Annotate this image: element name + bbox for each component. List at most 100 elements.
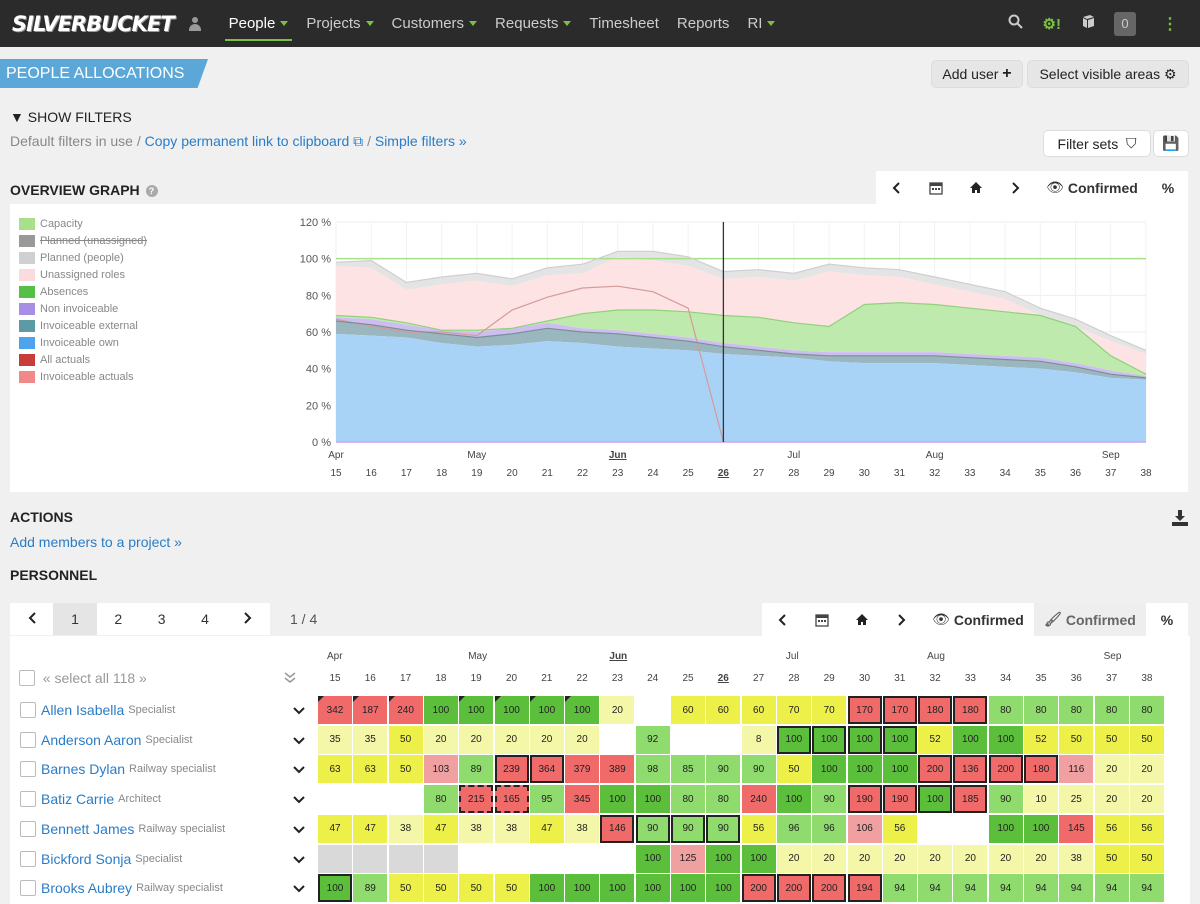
allocation-cell[interactable]: 20	[776, 844, 811, 873]
page-3-button[interactable]: 3	[157, 611, 166, 627]
allocation-cell[interactable]	[671, 726, 705, 754]
allocation-cell[interactable]: 20	[918, 844, 953, 873]
allocation-cell[interactable]: 94	[1024, 874, 1058, 903]
allocation-cell[interactable]: 180	[1024, 755, 1058, 784]
allocation-cell[interactable]: 96	[776, 814, 811, 843]
allocation-cell[interactable]: 80	[988, 696, 1023, 724]
nav-item-customers[interactable]: Customers	[383, 0, 487, 47]
allocation-cell[interactable]: 20	[1024, 844, 1058, 873]
allocation-cell[interactable]: 215	[459, 785, 494, 814]
allocation-cell[interactable]: 38	[494, 814, 529, 843]
allocation-cell[interactable]: 94	[953, 874, 988, 903]
allocation-cell[interactable]: 100	[812, 755, 847, 784]
allocation-cell[interactable]	[318, 844, 352, 873]
allocation-cell[interactable]: 187	[353, 696, 388, 724]
allocation-cell[interactable]: 200	[812, 874, 847, 903]
more-icon[interactable]: ⋮	[1162, 15, 1178, 33]
allocation-cell[interactable]: 95	[529, 785, 564, 814]
allocation-cell[interactable]: 20	[494, 725, 529, 754]
allocation-cell[interactable]: 20	[565, 725, 600, 754]
allocation-cell[interactable]: 35	[353, 725, 388, 754]
home-icon[interactable]	[956, 181, 996, 194]
allocation-cell[interactable]	[388, 844, 423, 873]
allocation-cell[interactable]: 100	[918, 785, 953, 814]
select-all-checkbox[interactable]	[19, 670, 35, 686]
allocation-cell[interactable]: 170	[847, 696, 882, 724]
allocation-cell[interactable]: 100	[776, 725, 811, 754]
allocation-cell[interactable]: 94	[918, 874, 953, 903]
allocation-cell[interactable]: 80	[1059, 696, 1094, 724]
allocation-cell[interactable]: 56	[1094, 814, 1129, 843]
allocation-cell[interactable]: 342	[318, 696, 352, 724]
calendar-icon[interactable]	[916, 181, 956, 195]
allocation-cell[interactable]: 379	[565, 755, 600, 784]
allocation-cell[interactable]: 100	[459, 696, 494, 724]
allocation-cell[interactable]: 345	[565, 785, 600, 814]
allocation-cell[interactable]: 239	[494, 755, 529, 784]
confirmed-toggle[interactable]: 👁 Confirmed	[922, 611, 1034, 628]
allocation-cell[interactable]: 92	[635, 725, 670, 754]
allocation-cell[interactable]: 20	[529, 725, 564, 754]
allocation-cell[interactable]: 100	[565, 696, 600, 724]
allocation-cell[interactable]: 100	[635, 874, 670, 903]
allocation-cell[interactable]: 50	[1094, 844, 1129, 873]
allocation-cell[interactable]: 180	[918, 696, 953, 724]
allocation-cell[interactable]	[953, 815, 987, 843]
person-checkbox[interactable]	[20, 761, 36, 778]
allocation-cell[interactable]: 50	[776, 755, 811, 784]
allocation-cell[interactable]: 100	[706, 844, 741, 873]
legend-item[interactable]: Planned (people)	[19, 249, 147, 266]
allocation-cell[interactable]: 100	[423, 696, 458, 724]
home-icon[interactable]	[842, 613, 882, 626]
allocation-cell[interactable]	[600, 845, 634, 873]
allocation-cell[interactable]: 389	[600, 755, 635, 784]
allocation-cell[interactable]: 100	[671, 874, 705, 903]
allocation-cell[interactable]: 200	[776, 874, 811, 903]
allocation-cell[interactable]: 100	[988, 814, 1023, 843]
percent-toggle[interactable]: %	[1160, 611, 1174, 628]
next-page-button[interactable]	[227, 603, 270, 635]
allocation-cell[interactable]: 20	[953, 844, 988, 873]
allocation-cell[interactable]: 98	[635, 755, 670, 784]
person-name[interactable]: Allen Isabella	[41, 702, 125, 718]
select-visible-areas-button[interactable]: Select visible areas ⚙	[1027, 60, 1189, 88]
allocation-cell[interactable]: 50	[388, 874, 423, 903]
filter-sets-button[interactable]: Filter sets ⛉	[1043, 130, 1151, 157]
add-user-button[interactable]: Add user +	[931, 60, 1023, 88]
person-checkbox[interactable]	[20, 820, 36, 837]
allocation-cell[interactable]: 100	[529, 874, 564, 903]
chevron-down-icon[interactable]	[293, 763, 305, 775]
nav-item-requests[interactable]: Requests	[486, 0, 580, 47]
allocation-cell[interactable]: 94	[988, 874, 1023, 903]
allocation-cell[interactable]: 90	[988, 785, 1023, 814]
allocation-cell[interactable]: 50	[1129, 844, 1164, 873]
simple-filters-link[interactable]: Simple filters »	[374, 133, 467, 149]
allocation-cell[interactable]: 50	[388, 725, 423, 754]
nav-item-timesheet[interactable]: Timesheet	[580, 0, 667, 47]
person-name[interactable]: Brooks Aubrey	[41, 880, 133, 897]
prev-icon[interactable]	[876, 181, 916, 194]
chevron-down-icon[interactable]	[293, 734, 305, 746]
allocation-cell[interactable]: 50	[1059, 725, 1094, 754]
legend-item[interactable]: Invoiceable external	[19, 317, 147, 334]
allocation-cell[interactable]: 47	[529, 814, 564, 843]
allocation-cell[interactable]: 20	[600, 696, 635, 724]
add-members-link[interactable]: Add members to a project »	[10, 534, 182, 550]
allocation-cell[interactable]	[353, 844, 388, 873]
notification-badge[interactable]: 0	[1114, 11, 1136, 36]
allocation-cell[interactable]: 10	[1024, 785, 1058, 814]
allocation-cell[interactable]: 100	[318, 874, 352, 903]
allocation-cell[interactable]	[318, 785, 352, 813]
allocation-cell[interactable]: 60	[741, 696, 776, 724]
allocation-cell[interactable]: 20	[423, 725, 458, 754]
allocation-cell[interactable]: 170	[882, 696, 917, 724]
legend-item[interactable]: Non invoiceable	[19, 300, 147, 317]
allocation-cell[interactable]: 90	[706, 755, 741, 784]
allocation-cell[interactable]: 100	[529, 696, 564, 724]
help-icon[interactable]: ?	[145, 185, 158, 197]
allocation-cell[interactable]: 50	[388, 755, 423, 784]
allocation-cell[interactable]: 240	[741, 785, 776, 814]
allocation-cell[interactable]: 94	[882, 874, 917, 903]
select-all-label[interactable]: « select all 118 »	[42, 670, 147, 686]
allocation-cell[interactable]: 56	[741, 814, 776, 843]
